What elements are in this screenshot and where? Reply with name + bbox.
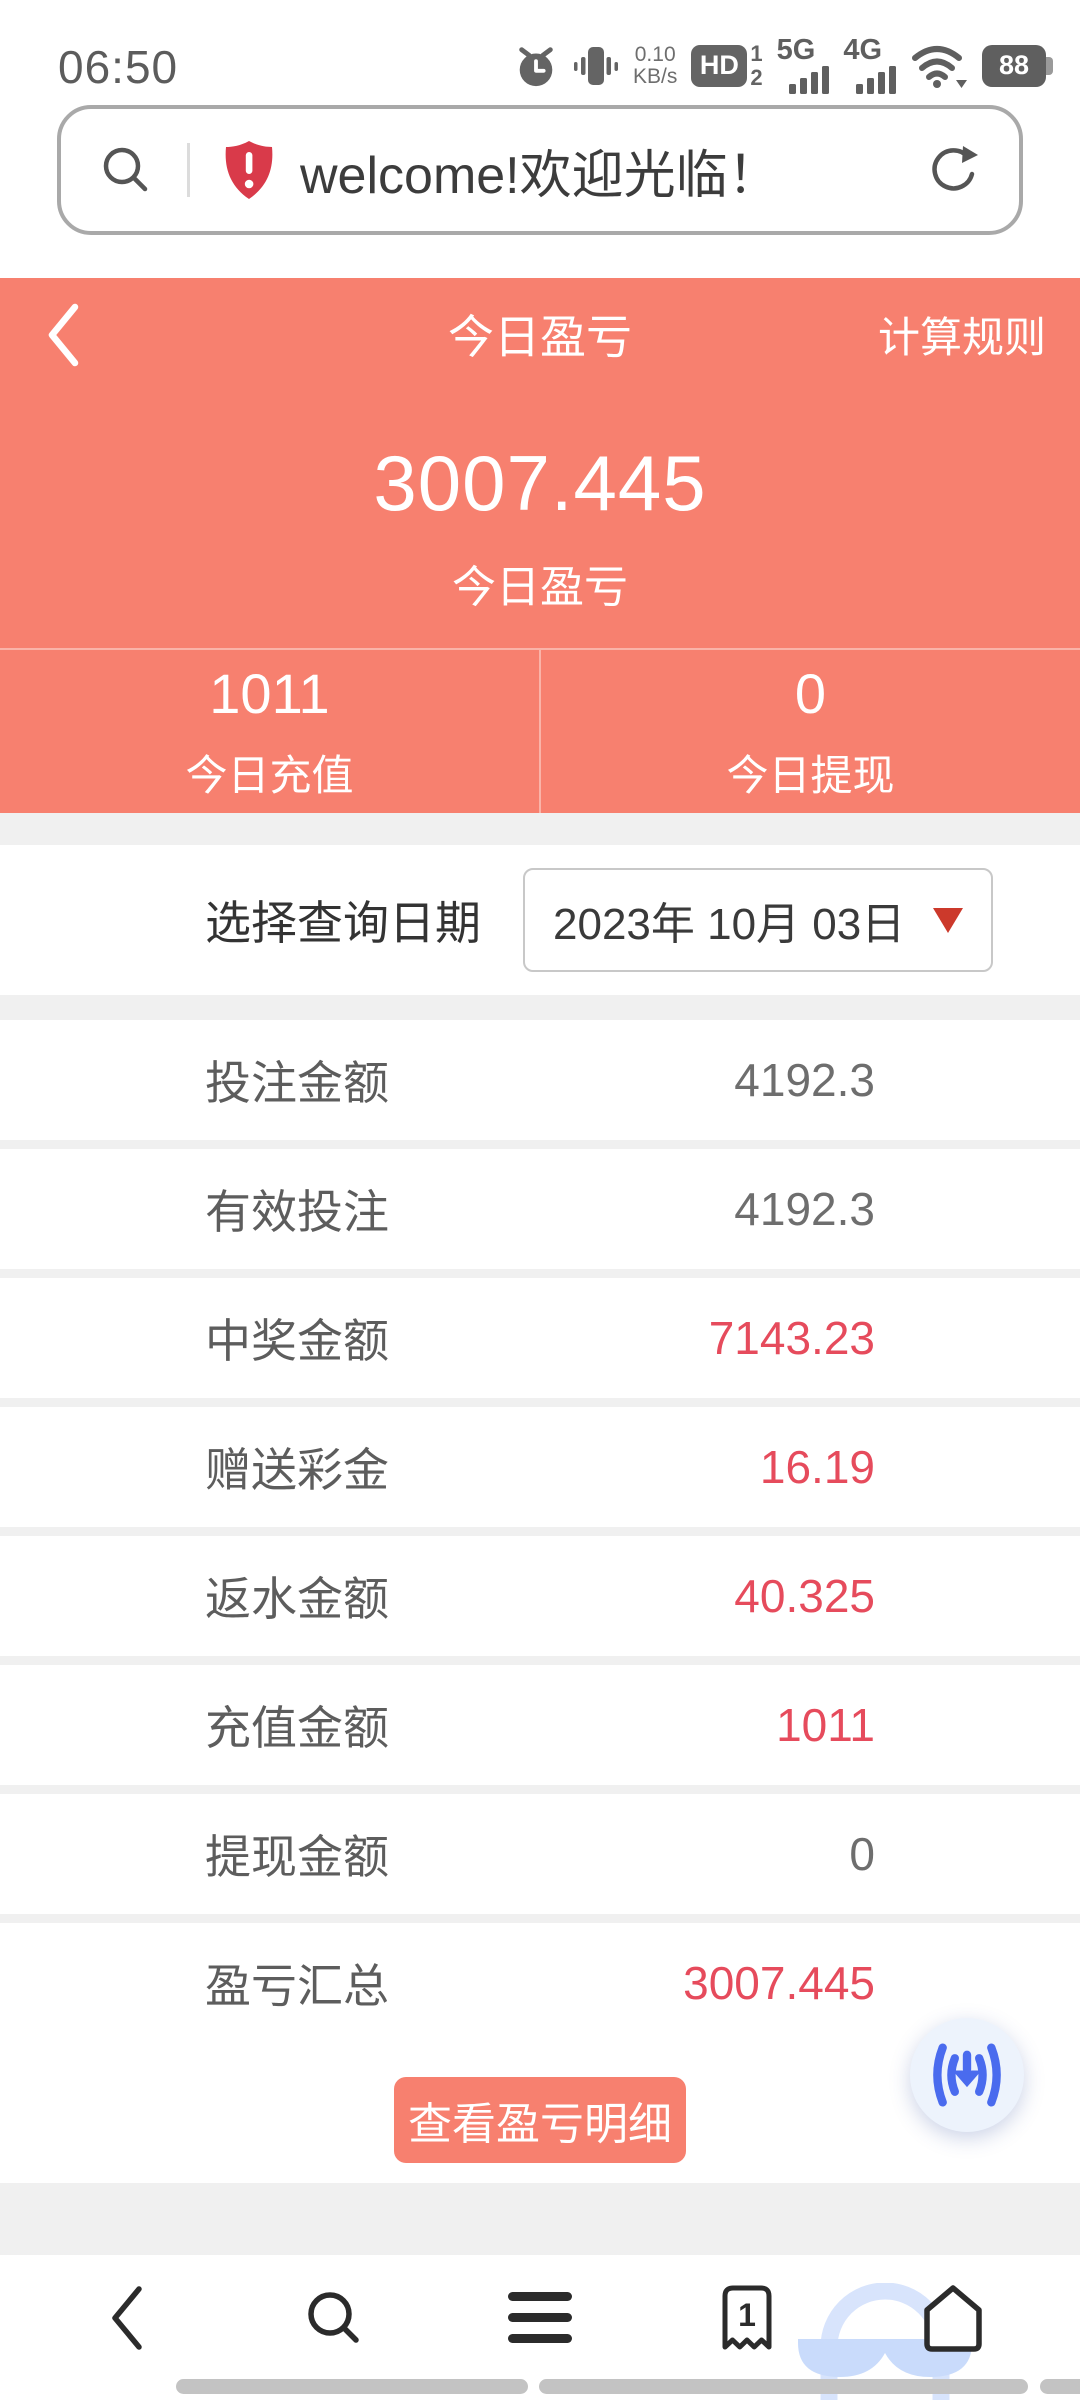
status-icons: 0.10 KB/s HD 1 2 5G 4G — [513, 34, 1054, 94]
table-row: 提现金额 0 — [0, 1794, 1080, 1914]
page-nav: 今日盈亏 计算规则 — [0, 278, 1080, 390]
today-deposit-label: 今日充值 — [185, 751, 354, 799]
chevron-left-icon — [48, 303, 79, 367]
table-row: 返水金额 40.325 — [0, 1536, 1080, 1656]
table-row: 有效投注 4192.3 — [0, 1149, 1080, 1269]
vibrate-icon — [574, 46, 619, 85]
broadcast-download-icon — [933, 2043, 1001, 2107]
back-button[interactable] — [44, 302, 82, 373]
date-picker-label: 选择查询日期 — [205, 897, 481, 949]
network-speed-unit: KB/s — [633, 64, 678, 88]
row-value: 4192.3 — [734, 1183, 875, 1235]
tab-count: 1 — [738, 2297, 756, 2333]
today-profit-label: 今日盈亏 — [452, 563, 628, 612]
back-icon — [112, 2285, 142, 2350]
table-row: 投注金额 4192.3 — [0, 1020, 1080, 1140]
refresh-button[interactable] — [927, 143, 981, 197]
row-value: 0 — [849, 1828, 875, 1880]
table-row: 中奖金额 7143.23 — [0, 1278, 1080, 1398]
row-value: 1011 — [776, 1699, 875, 1751]
float-action-button[interactable] — [910, 2018, 1024, 2132]
row-value: 40.325 — [734, 1570, 875, 1622]
network-speed: 0.10 KB/s — [633, 42, 678, 88]
today-stats: 1011 今日充值 0 今日提现 — [0, 648, 1080, 813]
divider-strip — [0, 2183, 1080, 2255]
signal-bars-icon — [856, 66, 896, 94]
browser-bottom-nav: 1 — [0, 2255, 1080, 2400]
today-deposit-value: 1011 — [209, 661, 330, 725]
table-row: 充值金额 1011 — [0, 1665, 1080, 1785]
menu-icon — [508, 2291, 572, 2343]
divider-strip — [0, 995, 1080, 1020]
signal-bars-icon — [789, 66, 830, 94]
nav-home-button[interactable] — [908, 2283, 998, 2353]
calc-rules-link[interactable]: 计算规则 — [877, 313, 1046, 361]
signal-5g-label: 5G — [776, 34, 816, 66]
divider-strip — [0, 813, 1080, 845]
today-withdraw-label: 今日提现 — [726, 751, 895, 799]
url-text[interactable]: welcome!欢迎光临！ — [300, 146, 780, 205]
signal-4g: 4G — [843, 34, 896, 94]
nav-icons: 1 — [0, 2255, 1080, 2380]
row-value: 4192.3 — [734, 1054, 875, 1106]
row-label: 有效投注 — [205, 1186, 389, 1238]
wifi-icon — [912, 45, 967, 88]
status-bar: 06:50 0.10 KB/s HD 1 — [0, 0, 1080, 100]
sim1-label: 1 — [750, 40, 763, 66]
page-title: 今日盈亏 — [448, 311, 632, 363]
row-label: 返水金额 — [205, 1573, 389, 1625]
date-picker-select[interactable]: 2023年 10月 03日 — [523, 868, 994, 972]
row-value: 16.19 — [759, 1441, 875, 1493]
table-row: 赠送彩金 16.19 — [0, 1407, 1080, 1527]
table-row: 盈亏汇总 3007.445 — [0, 1923, 1080, 2043]
search-icon — [307, 2291, 359, 2343]
security-warning-icon[interactable] — [220, 138, 278, 202]
date-picker-value: 2023年 10月 03日 — [553, 900, 906, 949]
today-profit-amount: 3007.445 — [373, 439, 707, 527]
sim2-label: 2 — [750, 64, 763, 90]
today-withdraw-value: 0 — [794, 661, 827, 725]
row-label: 赠送彩金 — [205, 1444, 389, 1496]
nav-menu-button[interactable] — [495, 2290, 585, 2346]
battery-percent: 88 — [998, 50, 1030, 80]
view-detail-button[interactable]: 查看盈亏明细 — [394, 2077, 686, 2163]
row-label: 充值金额 — [205, 1702, 389, 1754]
row-value: 7143.23 — [708, 1312, 875, 1364]
signal-5g: 5G — [776, 34, 830, 94]
profit-loss-header: 今日盈亏 计算规则 3007.445 今日盈亏 1011 今日充值 0 今日提现 — [0, 278, 1080, 813]
nav-back-button[interactable] — [82, 2283, 172, 2353]
alarm-icon — [519, 46, 553, 86]
row-label: 投注金额 — [205, 1057, 389, 1109]
bottom-handle-bars — [0, 2379, 1080, 2394]
row-label: 盈亏汇总 — [205, 1960, 389, 2012]
network-speed-value: 0.10 — [634, 42, 676, 66]
row-label: 中奖金额 — [205, 1315, 389, 1367]
date-picker-row: 选择查询日期 2023年 10月 03日 — [0, 845, 1080, 995]
signal-4g-label: 4G — [843, 34, 882, 66]
home-icon — [924, 2284, 982, 2352]
summary-table: 投注金额 4192.3 有效投注 4192.3 中奖金额 7143.23 赠送彩… — [0, 1020, 1080, 2043]
browser-toolbar: welcome!欢迎光临！ — [0, 100, 1080, 240]
address-bar[interactable]: welcome!欢迎光临！ — [57, 105, 1023, 235]
search-icon[interactable] — [99, 143, 153, 197]
tabs-icon: 1 — [722, 2285, 771, 2349]
nav-tabs-button[interactable]: 1 — [702, 2283, 792, 2353]
battery-icon: 88 — [982, 44, 1053, 87]
today-withdraw-stat: 0 今日提现 — [539, 650, 1080, 813]
divider — [187, 143, 190, 197]
refresh-icon — [932, 146, 978, 191]
nav-search-button[interactable] — [289, 2289, 379, 2347]
hd-badge: HD 1 2 — [691, 40, 763, 90]
button-section: 查看盈亏明细 — [0, 2043, 1080, 2183]
dropdown-arrow-icon — [933, 907, 964, 933]
row-value: 3007.445 — [683, 1957, 875, 2009]
row-label: 提现金额 — [205, 1831, 389, 1883]
today-deposit-stat: 1011 今日充值 — [0, 650, 539, 813]
hd-label: HD — [699, 50, 739, 80]
clock-time: 06:50 — [58, 41, 179, 93]
